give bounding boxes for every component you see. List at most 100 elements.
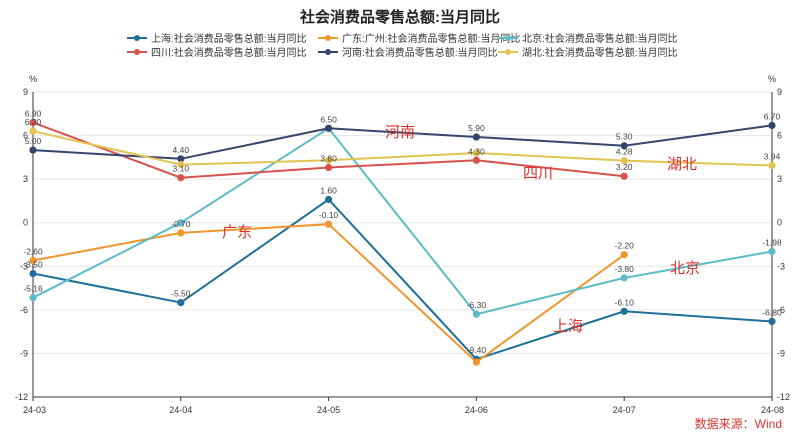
data-point [620, 307, 628, 315]
data-point [472, 133, 480, 141]
data-label: 3.10 [173, 164, 190, 174]
x-tick-label: 24-08 [761, 405, 784, 415]
data-point [29, 294, 37, 302]
legend-entry: 河南:社会消费品零售总额:当月同比 [342, 46, 498, 59]
data-point [325, 195, 333, 204]
legend-marker [134, 35, 140, 41]
data-label: 4.30 [468, 146, 485, 156]
data-point [325, 220, 333, 228]
data-label: 6.90 [25, 109, 42, 119]
data-point [472, 156, 480, 164]
data-label: -5.16 [23, 284, 43, 294]
y-tick-label-right: -9 [777, 348, 785, 358]
y-tick-label-right: 3 [777, 174, 782, 184]
data-label: -6.10 [615, 297, 635, 307]
x-tick-label: 24-07 [613, 405, 636, 415]
data-label: 3.20 [616, 162, 633, 172]
legend-marker [505, 35, 511, 41]
data-point [177, 174, 185, 182]
legend-marker [325, 35, 331, 41]
y-tick-label-right: 6 [777, 131, 782, 141]
data-label: -3.50 [23, 260, 43, 270]
y-tick-label-right: -6 [777, 305, 785, 315]
left-unit: % [29, 74, 37, 84]
data-point [472, 310, 480, 318]
y-tick-label-right: -3 [777, 261, 785, 271]
legend-entry: 北京:社会消费品零售总额:当月同比 [522, 32, 678, 45]
data-point [620, 274, 628, 282]
data-label: -2.60 [23, 246, 43, 256]
data-label: 6.50 [320, 114, 337, 124]
data-point [177, 161, 185, 169]
data-point [472, 149, 480, 157]
legend-marker [505, 49, 511, 55]
y-tick-label-left: -6 [20, 305, 28, 315]
data-label: -5.50 [171, 289, 191, 299]
x-tick-label: 24-05 [317, 405, 340, 415]
data-point [768, 161, 776, 170]
grid [33, 91, 772, 398]
province-annotation: 河南 [385, 124, 415, 141]
data-point [768, 247, 776, 256]
data-label: -3.80 [615, 264, 635, 274]
y-tick-label-left: 0 [23, 218, 28, 228]
data-point [325, 124, 333, 132]
data-label: -0.70 [171, 219, 191, 229]
data-label: -6.80 [762, 307, 782, 317]
data-point [768, 317, 776, 326]
data-label: 4.40 [173, 145, 190, 155]
chart-title: 社会消费品零售总额:当月同比 [299, 8, 500, 26]
y-tick-label-right: 0 [777, 218, 782, 228]
data-point [620, 172, 628, 180]
data-label: -0.10 [319, 210, 339, 220]
province-annotation: 北京 [670, 260, 700, 277]
series-line [32, 198, 773, 361]
data-label: 6.30 [25, 117, 42, 127]
data-point [177, 298, 185, 307]
legend-entry: 四川:社会消费品零售总额:当月同比 [151, 46, 307, 59]
data-point [29, 269, 37, 278]
data-point [472, 358, 480, 366]
data-label: -2.20 [615, 241, 635, 251]
province-annotation: 广东 [222, 224, 252, 241]
data-point [620, 251, 628, 259]
data-point [177, 229, 185, 237]
data-point [29, 127, 37, 135]
data-label: -9.40 [467, 345, 487, 355]
x-tick-label: 24-04 [169, 405, 192, 415]
data-label: 1.60 [320, 185, 337, 195]
axes: -12 -12 -9 -9 -6 -6 -3 -3 0 0 3 3 6 6 9 9 24-03 24-04 24-0… [15, 87, 790, 415]
x-tick-label: 24-03 [23, 405, 46, 415]
legend-entry: 广东:广州:社会消费品零售总额:当月同比 [342, 32, 520, 45]
data-label: 6.70 [764, 111, 781, 121]
x-tick-label: 24-06 [465, 405, 488, 415]
data-point [177, 155, 185, 163]
legend-entry: 湖北:社会消费品零售总额:当月同比 [522, 46, 678, 59]
data-label: 5.90 [468, 123, 485, 133]
series-lines [29, 118, 776, 366]
right-unit: % [768, 74, 776, 84]
y-tick-label-left: 3 [23, 174, 28, 184]
source-note: 数据来源：Wind [695, 416, 782, 431]
data-labels: -3.50 -5.50 1.60 -9.40 -6.10 -6.80 -2.60 -0.70 -… [23, 109, 782, 356]
data-point [29, 146, 37, 154]
legend-marker [325, 49, 331, 55]
data-point [325, 163, 333, 172]
series-line [32, 124, 773, 160]
data-label: 4.28 [616, 147, 633, 157]
data-point [325, 156, 333, 164]
data-point [29, 118, 37, 127]
data-point [620, 156, 628, 165]
data-label: 3.94 [764, 151, 781, 161]
province-annotation: 上海 [553, 318, 583, 335]
data-label: 3.80 [320, 154, 337, 164]
y-tick-label-right: 9 [777, 87, 782, 97]
y-tick-label-left: -9 [20, 348, 28, 358]
y-tick-label-left: 9 [23, 87, 28, 97]
y-tick-label-left: 6 [23, 131, 28, 141]
data-point [29, 256, 37, 265]
legend-marker [134, 49, 140, 55]
series-line [32, 130, 773, 167]
